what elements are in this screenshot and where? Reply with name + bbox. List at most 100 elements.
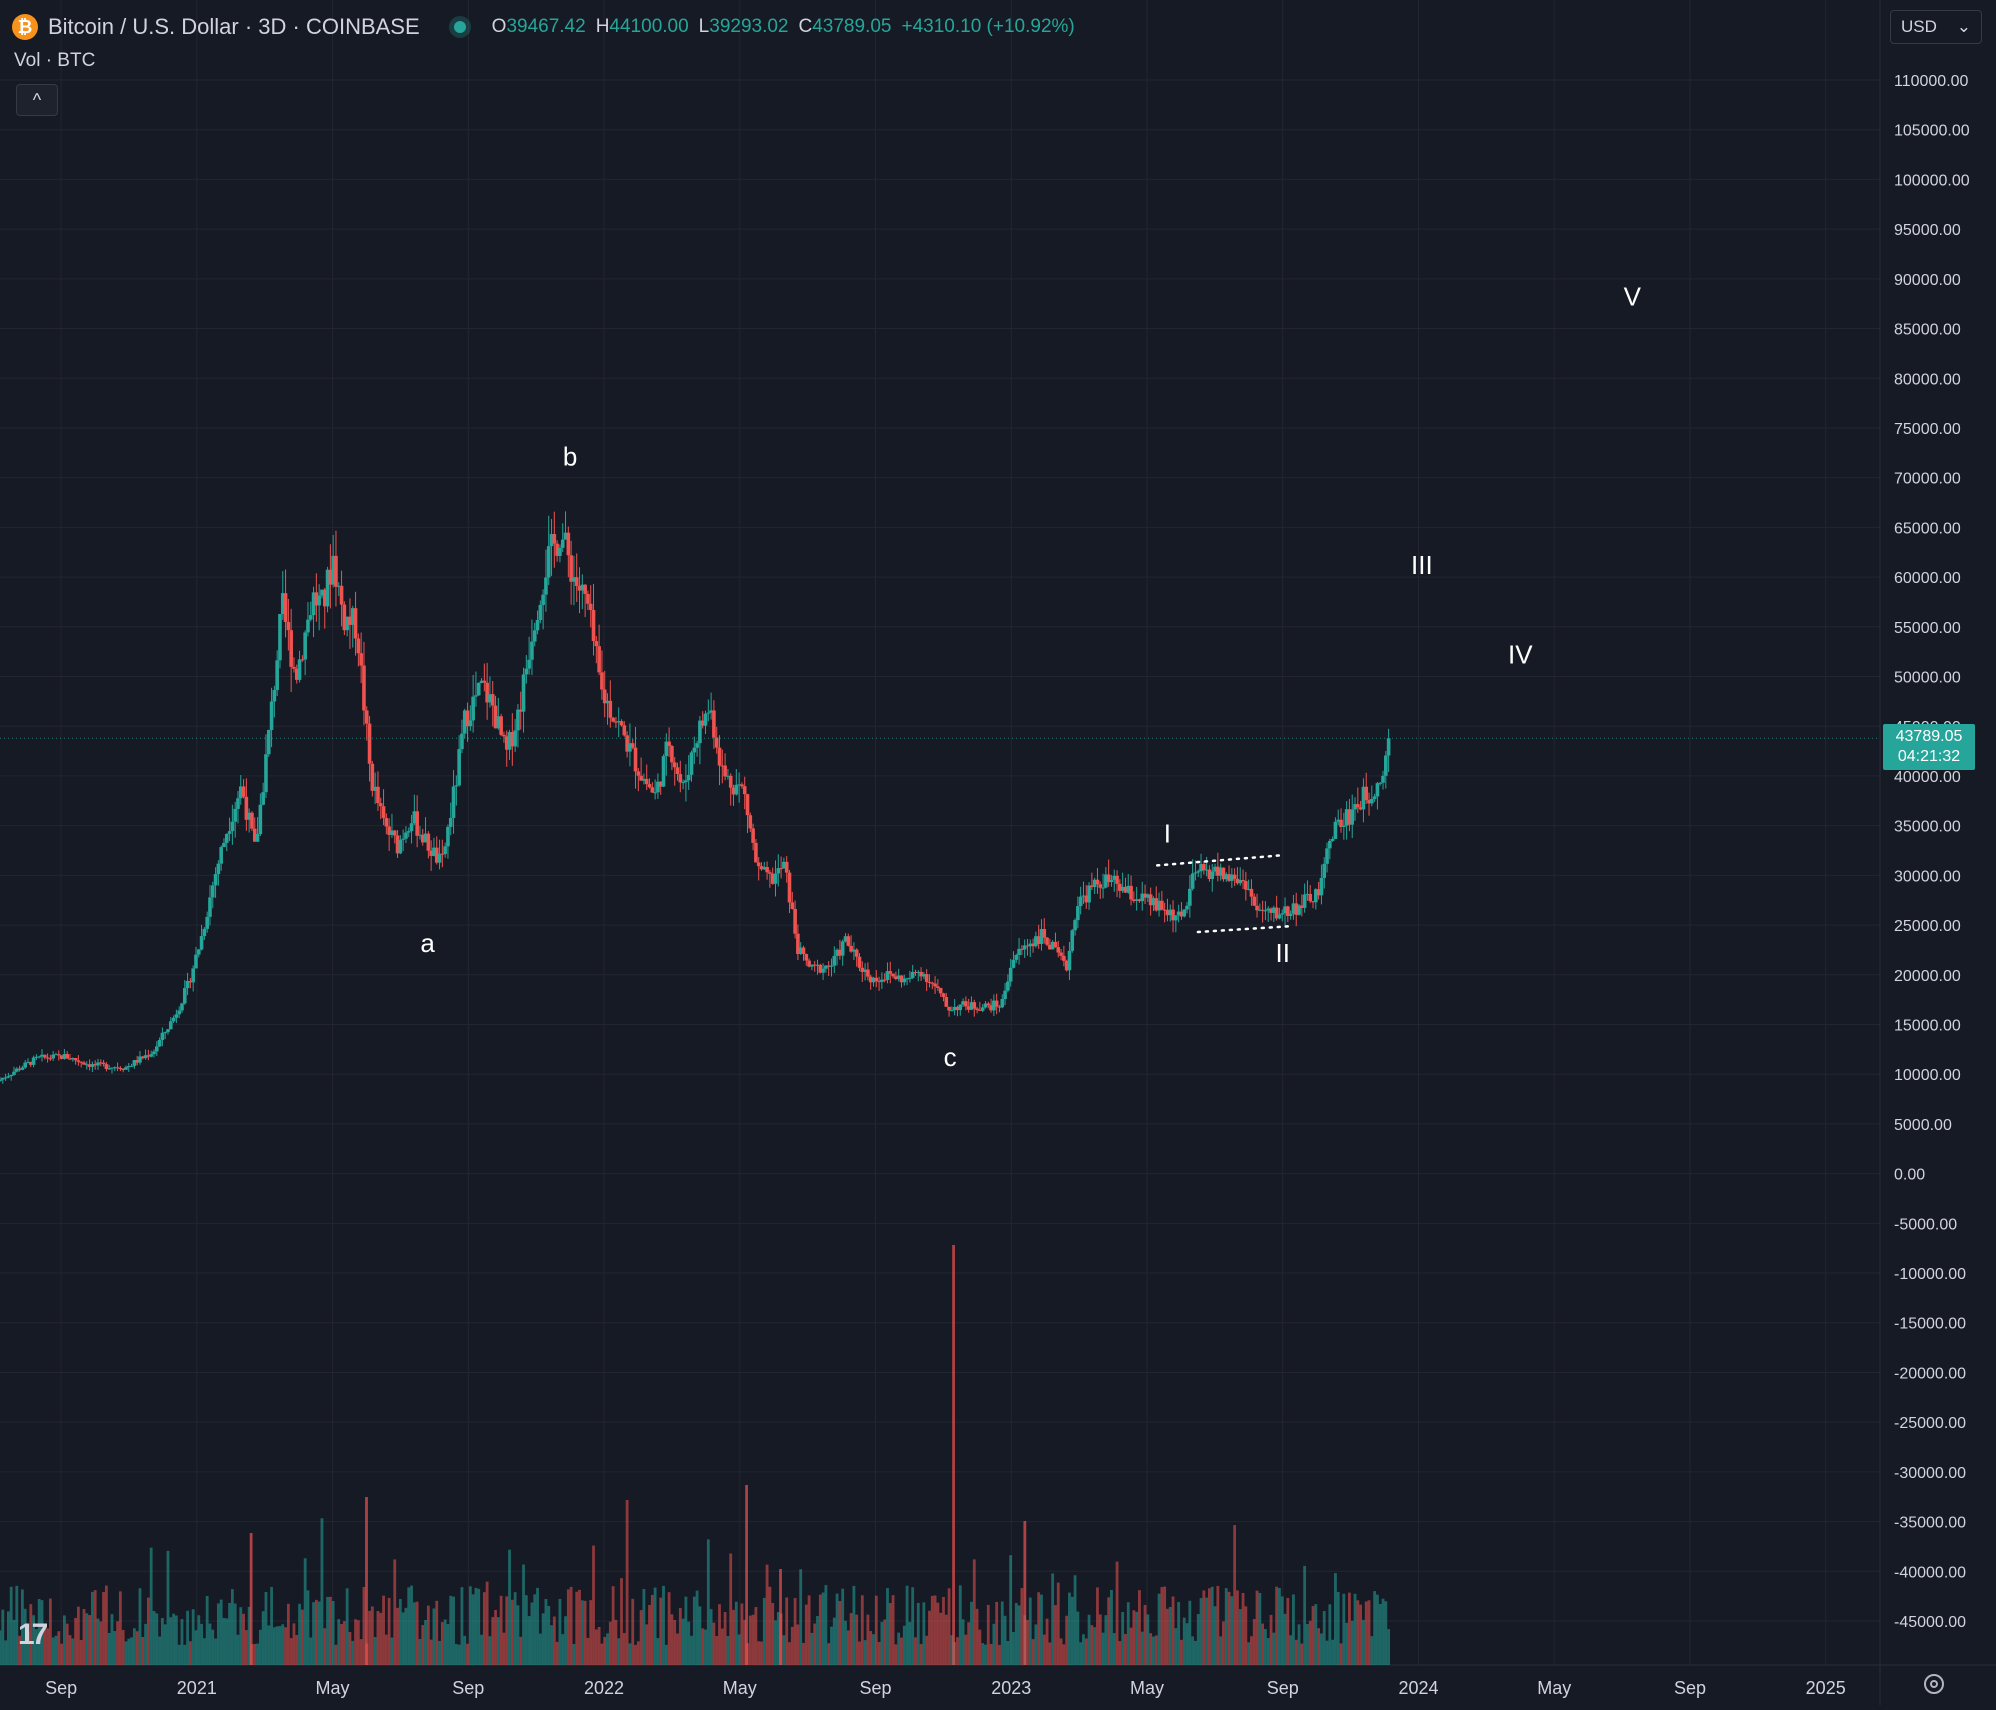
candle-body — [149, 1054, 153, 1057]
candle-body — [992, 1000, 996, 1011]
volume-bar — [925, 1635, 929, 1665]
candle-body — [51, 1054, 55, 1059]
volume-bar — [967, 1622, 971, 1665]
candle-body — [843, 936, 848, 942]
volume-bar — [1051, 1573, 1055, 1665]
volume-bar — [1115, 1561, 1119, 1665]
candle-body — [23, 1062, 27, 1068]
candle-body — [412, 811, 417, 824]
candle-body — [143, 1055, 148, 1059]
candle-body — [1090, 885, 1094, 888]
candle-body — [798, 947, 803, 954]
candle-body — [1294, 903, 1299, 915]
settings-icon[interactable] — [1924, 1674, 1944, 1694]
volume-bar — [74, 1617, 77, 1665]
candle-body — [880, 979, 884, 983]
volume-bar — [359, 1639, 363, 1665]
volume-bar — [1194, 1640, 1197, 1665]
bar-countdown: 04:21:32 — [1897, 748, 1961, 765]
candle-body — [84, 1064, 89, 1066]
volume-bar — [642, 1589, 646, 1665]
candle-body — [420, 834, 425, 843]
candle-body — [126, 1065, 131, 1068]
volume-bar — [43, 1623, 47, 1665]
candle-body — [955, 1006, 960, 1011]
volume-bar — [37, 1599, 41, 1665]
volume-bar — [1185, 1623, 1189, 1665]
candle-body — [1227, 874, 1231, 881]
candle-body — [1020, 948, 1024, 950]
y-tick-label: -10000.00 — [1894, 1266, 1966, 1283]
candle-body — [336, 585, 341, 587]
candle-body — [1311, 901, 1315, 903]
volume-bar — [1082, 1634, 1085, 1665]
symbol-title[interactable]: Bitcoin / U.S. Dollar · 3D · COINBASE — [48, 14, 420, 39]
volume-bar — [995, 1601, 999, 1665]
volume-bar — [1174, 1628, 1178, 1665]
collapse-button[interactable]: ^ — [16, 84, 58, 116]
candle-body — [611, 717, 615, 722]
volume-bar — [382, 1595, 385, 1665]
x-tick-label: 2024 — [1398, 1678, 1438, 1698]
candle-body — [874, 977, 879, 982]
candle-body — [1266, 908, 1271, 911]
candle-body — [972, 1002, 977, 1009]
volume-bar — [732, 1609, 735, 1665]
volume-bar — [138, 1588, 142, 1665]
candle-body — [356, 638, 361, 654]
volume-bar — [863, 1640, 867, 1665]
candle-body — [300, 659, 305, 661]
candle-body — [241, 786, 246, 797]
candle-body — [670, 746, 674, 763]
ohlc-high: H44100.00 — [595, 16, 689, 37]
volume-bar — [116, 1621, 119, 1665]
volume-bar — [852, 1585, 856, 1665]
volume-bar — [706, 1539, 710, 1665]
candle-body — [65, 1054, 69, 1059]
volume-bar — [135, 1631, 139, 1665]
candle-body — [460, 733, 464, 750]
volume-bar — [555, 1641, 559, 1665]
candle-body — [1011, 959, 1016, 968]
currency-select[interactable]: USD ⌄ — [1890, 10, 1982, 44]
candle-body — [286, 621, 291, 631]
candle-body — [1078, 896, 1083, 907]
y-tick-label: 30000.00 — [1894, 868, 1961, 885]
tradingview-logo[interactable]: 17 — [18, 1618, 48, 1651]
volume-bar — [264, 1592, 268, 1665]
candle-body — [1375, 783, 1380, 797]
volume-bar — [82, 1608, 86, 1665]
candle-body — [804, 954, 809, 961]
candle-body — [510, 732, 515, 747]
volume-bar — [860, 1595, 864, 1665]
candle-body — [1160, 900, 1164, 910]
volume-spike — [779, 1569, 782, 1665]
candle-body — [1006, 981, 1010, 991]
volume-bar — [698, 1606, 702, 1665]
y-tick-label: 110000.00 — [1894, 73, 1969, 90]
candle-body — [1039, 929, 1044, 944]
volume-bar — [600, 1643, 604, 1665]
candle-body — [527, 659, 531, 669]
candle-body — [675, 767, 680, 775]
candle-body — [462, 710, 467, 734]
candle-body — [824, 965, 828, 969]
candle-body — [219, 847, 223, 864]
volume-spike — [745, 1485, 748, 1665]
volume-bar — [522, 1564, 525, 1665]
candle-body — [362, 665, 366, 711]
volume-bar — [617, 1638, 621, 1665]
volume-bar — [454, 1644, 458, 1665]
x-tick-label: 2025 — [1806, 1678, 1846, 1698]
candle-body — [748, 815, 753, 829]
candle-body — [191, 968, 195, 983]
volume-bar — [575, 1591, 579, 1665]
volume-bar — [474, 1587, 478, 1665]
candle-body — [731, 787, 736, 795]
volume-bar — [1163, 1586, 1167, 1665]
chevron-down-icon: ⌄ — [1956, 17, 1971, 36]
candle-body — [0, 1079, 2, 1082]
volume-bar — [174, 1615, 178, 1665]
